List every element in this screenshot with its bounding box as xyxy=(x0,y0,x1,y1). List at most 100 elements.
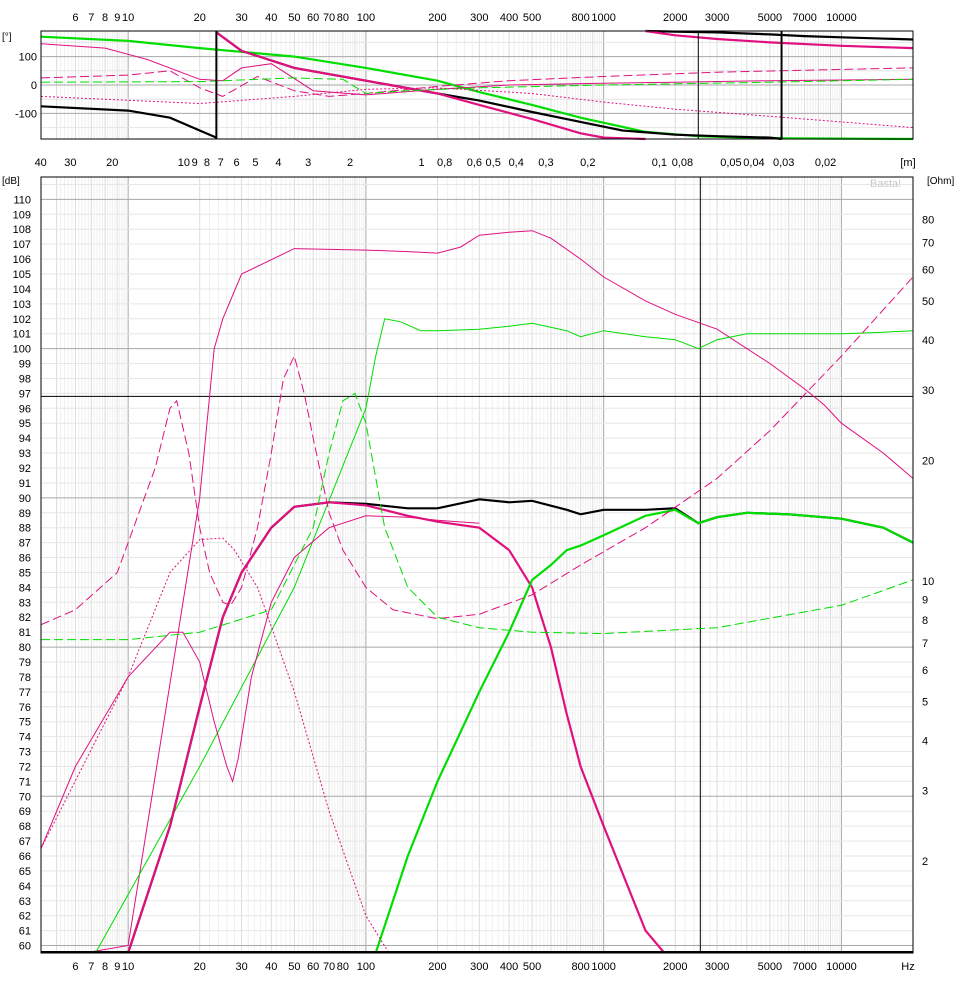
spl-y-tick-label: 74 xyxy=(19,732,31,744)
spl-y-tick-label: 100 xyxy=(13,344,31,356)
spl-x-tick-label: 1000 xyxy=(591,961,615,973)
phase-curve xyxy=(645,29,914,50)
distance-tick-label: 5 xyxy=(252,157,258,169)
phase-x-tick-label: 300 xyxy=(470,12,488,24)
spl-y-tick-label: 75 xyxy=(19,717,31,729)
phase-x-tick-label: 100 xyxy=(357,12,375,24)
spl-y-tick-label: 98 xyxy=(19,373,31,385)
spl-y-tick-label: 104 xyxy=(13,284,31,296)
spl-y-tick-label: 101 xyxy=(13,329,31,341)
phase-curve xyxy=(40,105,217,139)
phase-y-tick-label: 100 xyxy=(19,52,37,64)
phase-x-tick-label: 60 xyxy=(307,12,319,24)
spl-y-tick-label: 72 xyxy=(19,761,31,773)
spl-y-tick-label: 77 xyxy=(19,687,31,699)
distance-unit-label: [m] xyxy=(900,157,915,169)
distance-tick-label: 6 xyxy=(234,157,240,169)
impedance-tick-label: 10 xyxy=(922,576,934,588)
distance-tick-label: 0,6 xyxy=(467,157,482,169)
spl-curve xyxy=(41,392,913,641)
spl-y-tick-label: 62 xyxy=(19,911,31,923)
spl-y-tick-label: 86 xyxy=(19,553,31,565)
spl-panel: 1101091081071061051041031021011009998979… xyxy=(13,157,935,973)
spl-y-tick-label: 97 xyxy=(19,388,31,400)
spl-x-tick-label: 20 xyxy=(194,961,206,973)
spl-x-tick-label: 30 xyxy=(235,961,247,973)
phase-x-tick-label: 500 xyxy=(523,12,541,24)
impedance-unit-label: [Ohm] xyxy=(927,176,954,187)
spl-y-tick-label: 108 xyxy=(13,224,31,236)
phase-x-tick-label: 3000 xyxy=(705,12,729,24)
spl-x-tick-label: 40 xyxy=(265,961,277,973)
spl-y-tick-label: 63 xyxy=(19,896,31,908)
spl-curve xyxy=(41,515,480,849)
phase-x-tick-label: 800 xyxy=(571,12,589,24)
spl-x-tick-label: 50 xyxy=(288,961,300,973)
phase-y-tick-label: 0 xyxy=(31,80,37,92)
phase-x-tick-label: 2000 xyxy=(663,12,687,24)
spl-y-tick-label: 95 xyxy=(19,418,31,430)
impedance-tick-label: 5 xyxy=(922,697,928,709)
spl-x-tick-label: 7 xyxy=(88,961,94,973)
phase-x-tick-label: 8 xyxy=(102,12,108,24)
phase-curve xyxy=(645,29,914,41)
spl-y-tick-label: 110 xyxy=(13,194,31,206)
impedance-tick-label: 6 xyxy=(922,665,928,677)
phase-curve xyxy=(215,31,646,141)
spl-x-tick-label: 80 xyxy=(337,961,349,973)
spl-x-tick-label: 5000 xyxy=(758,961,782,973)
spl-y-tick-label: 109 xyxy=(13,209,31,221)
impedance-tick-label: 60 xyxy=(922,264,934,276)
spl-y-tick-label: 76 xyxy=(19,702,31,714)
spl-y-tick-label: 83 xyxy=(19,597,31,609)
phase-unit-label: [°] xyxy=(2,32,12,43)
spl-plot-area xyxy=(41,177,913,953)
spl-x-tick-label: 6 xyxy=(72,961,78,973)
phase-x-tick-label: 20 xyxy=(194,12,206,24)
phase-x-tick-label: 400 xyxy=(500,12,518,24)
spl-x-tick-label: 10 xyxy=(122,961,134,973)
spl-unit-label: [dB] xyxy=(2,176,20,187)
spl-x-tick-label: 400 xyxy=(500,961,518,973)
spl-frame xyxy=(40,176,914,954)
spl-y-tick-label: 73 xyxy=(19,747,31,759)
impedance-tick-label: 30 xyxy=(922,385,934,397)
spl-curve xyxy=(374,508,913,953)
phase-x-tick-label: 6 xyxy=(72,12,78,24)
impedance-tick-label: 4 xyxy=(922,736,928,748)
impedance-tick-label: 3 xyxy=(922,786,928,798)
distance-tick-label: 3 xyxy=(305,157,311,169)
distance-tick-label: 0,02 xyxy=(815,157,836,169)
distance-tick-label: 0,4 xyxy=(509,157,524,169)
phase-y-tick-label: -100 xyxy=(15,108,37,120)
spl-y-tick-label: 66 xyxy=(19,851,31,863)
spl-y-tick-label: 80 xyxy=(19,642,31,654)
spl-y-tick-label: 92 xyxy=(19,463,31,475)
impedance-tick-label: 7 xyxy=(922,638,928,650)
distance-tick-label: 2 xyxy=(347,157,353,169)
impedance-tick-label: 9 xyxy=(922,594,928,606)
spl-y-tick-label: 89 xyxy=(19,508,31,520)
spl-curve xyxy=(41,276,913,626)
distance-tick-label: 9 xyxy=(192,157,198,169)
spl-y-tick-label: 99 xyxy=(19,359,31,371)
distance-tick-label: 7 xyxy=(218,157,224,169)
phase-x-tick-label: 50 xyxy=(288,12,300,24)
spl-y-tick-label: 88 xyxy=(19,523,31,535)
spl-y-tick-label: 82 xyxy=(19,612,31,624)
spl-y-tick-label: 87 xyxy=(19,538,31,550)
spl-y-tick-label: 68 xyxy=(19,821,31,833)
spl-y-tick-label: 71 xyxy=(19,776,31,788)
spl-y-tick-label: 64 xyxy=(19,881,31,893)
hz-unit-label: Hz xyxy=(901,961,914,973)
spl-y-tick-label: 105 xyxy=(13,269,31,281)
phase-x-tick-label: 10000 xyxy=(826,12,857,24)
distance-tick-label: 30 xyxy=(64,157,76,169)
spl-y-tick-label: 96 xyxy=(19,403,31,415)
spl-x-tick-label: 800 xyxy=(571,961,589,973)
spl-y-tick-label: 94 xyxy=(19,433,31,445)
spl-x-tick-label: 60 xyxy=(307,961,319,973)
distance-tick-label: 0,05 xyxy=(720,157,741,169)
